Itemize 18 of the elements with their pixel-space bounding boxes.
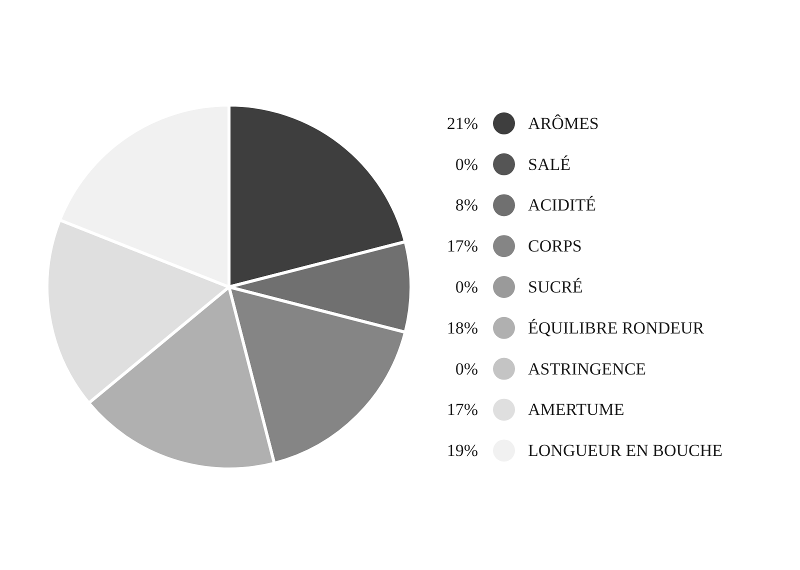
data-label: 17% [446, 400, 478, 420]
data-label: 8% [455, 196, 478, 215]
text: 0% [455, 154, 478, 174]
legend-label: CORPS [528, 236, 582, 256]
data-label: 17% [446, 236, 478, 256]
legend-label: ÉQUILIBRE RONDEUR [528, 318, 705, 338]
legend-label: ARÔMES [528, 114, 599, 133]
legend-label: AMERTUME [528, 400, 624, 420]
text: 0% [455, 359, 478, 378]
data-label: 19% [446, 441, 478, 460]
text: 0% [455, 278, 478, 296]
legend-label: SALÉ [528, 154, 570, 174]
legend-label: ACIDITÉ [528, 196, 596, 215]
data-label: 21% [446, 114, 478, 133]
legend-label: LONGUEUR EN BOUCHE [528, 441, 723, 460]
data-label: 18% [446, 318, 478, 338]
legend-label: ASTRINGENCE [528, 359, 646, 378]
legend-label: SUCRÉ [528, 278, 583, 296]
